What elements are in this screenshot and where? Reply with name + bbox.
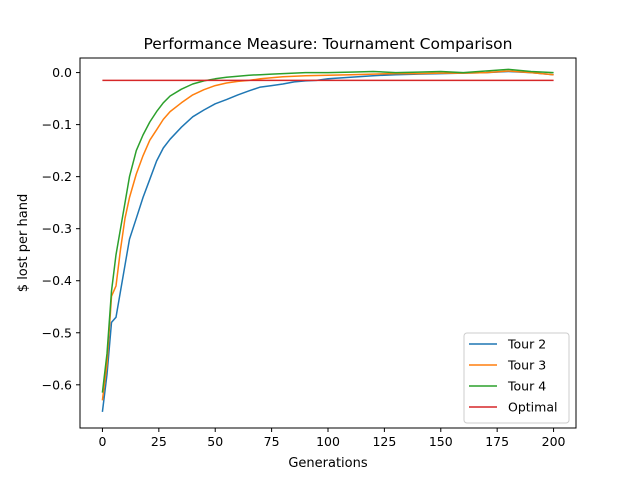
series-line-tour-3: [101, 70, 554, 401]
series-line-tour-4: [101, 68, 554, 393]
y-tick-label: −0.3: [42, 221, 72, 236]
y-tick-label: 0.0: [52, 65, 72, 80]
series-layer: [101, 68, 554, 412]
y-tick-label: −0.4: [42, 273, 72, 288]
legend: Tour 2 Tour 3 Tour 4 Optimal: [463, 332, 570, 424]
x-tick-label: 150: [429, 434, 453, 449]
x-axis-label: Generations: [288, 456, 368, 471]
legend-box: [463, 332, 570, 424]
x-tick-label: 0: [98, 434, 106, 449]
y-tick-label: −0.2: [42, 169, 72, 184]
y-tick-label: −0.5: [42, 325, 72, 340]
x-tick-label: 50: [207, 434, 223, 449]
y-tick-label: −0.6: [42, 377, 72, 392]
y-axis-ticks: 0.0 −0.1 −0.2 −0.3 −0.4 −0.5 −0.6: [42, 65, 80, 392]
y-axis-label: $ lost per hand: [16, 194, 31, 292]
x-tick-label: 100: [316, 434, 340, 449]
chart-title: Performance Measure: Tournament Comparis…: [143, 35, 512, 53]
x-tick-label: 125: [372, 434, 396, 449]
x-tick-label: 75: [264, 434, 280, 449]
y-tick-label: −0.1: [42, 117, 72, 132]
legend-label-optimal: Optimal: [508, 400, 557, 415]
legend-label-tour-3: Tour 3: [507, 358, 546, 373]
x-tick-label: 25: [151, 434, 167, 449]
legend-items: Tour 2 Tour 3 Tour 4 Optimal: [469, 337, 557, 415]
x-axis-ticks: 0 25 50 75 100 125 150 175 200: [98, 428, 566, 449]
legend-label-tour-2: Tour 2: [507, 337, 546, 352]
legend-label-tour-4: Tour 4: [507, 379, 546, 394]
x-tick-label: 175: [485, 434, 509, 449]
plot-area: [79, 57, 577, 429]
x-tick-label: 200: [542, 434, 566, 449]
